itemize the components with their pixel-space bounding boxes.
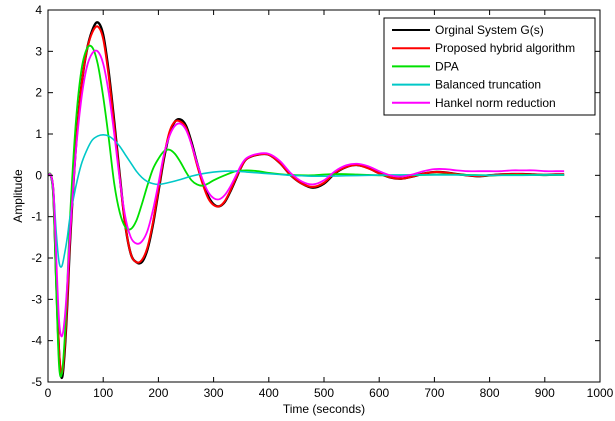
series-layer xyxy=(47,21,565,380)
y-tick-label: 0 xyxy=(35,168,42,182)
legend-label: Hankel norm reduction xyxy=(435,96,556,110)
legend-label: Proposed hybrid algorithm xyxy=(435,41,575,55)
y-tick-label: -3 xyxy=(31,292,42,306)
x-tick-label: 200 xyxy=(148,386,168,400)
x-tick-label: 400 xyxy=(259,386,279,400)
legend: Orginal System G(s) Proposed hybrid algor… xyxy=(383,17,596,116)
x-tick-label: 900 xyxy=(535,386,555,400)
y-tick-label: 2 xyxy=(35,86,42,100)
x-tick-label: 800 xyxy=(480,386,500,400)
legend-label: DPA xyxy=(435,59,459,73)
x-tick-label: 500 xyxy=(314,386,334,400)
y-tick-label: 1 xyxy=(35,127,42,141)
y-tick-label: 4 xyxy=(35,3,42,17)
y-tick-label: -5 xyxy=(31,375,42,389)
y-tick-label: -2 xyxy=(31,251,42,265)
y-tick-label: -1 xyxy=(31,210,42,224)
ticks-layer: 0 100 200 300 400 500 600 700 800 900 1000 -5 -4 -3 -2… xyxy=(31,3,613,400)
x-tick-label: 300 xyxy=(204,386,224,400)
y-tick-label: -4 xyxy=(31,334,42,348)
x-axis-label: Time (seconds) xyxy=(283,402,365,416)
legend-label: Balanced truncation xyxy=(435,78,541,92)
x-tick-label: 100 xyxy=(93,386,113,400)
y-tick-label: 3 xyxy=(35,44,42,58)
series-line-5 xyxy=(47,49,565,338)
x-tick-label: 600 xyxy=(369,386,389,400)
x-tick-label: 700 xyxy=(424,386,444,400)
x-tick-label: 0 xyxy=(45,386,52,400)
y-axis-label: Amplitude xyxy=(11,169,25,223)
legend-label: Orginal System G(s) xyxy=(435,23,544,37)
x-tick-label: 1000 xyxy=(587,386,614,400)
